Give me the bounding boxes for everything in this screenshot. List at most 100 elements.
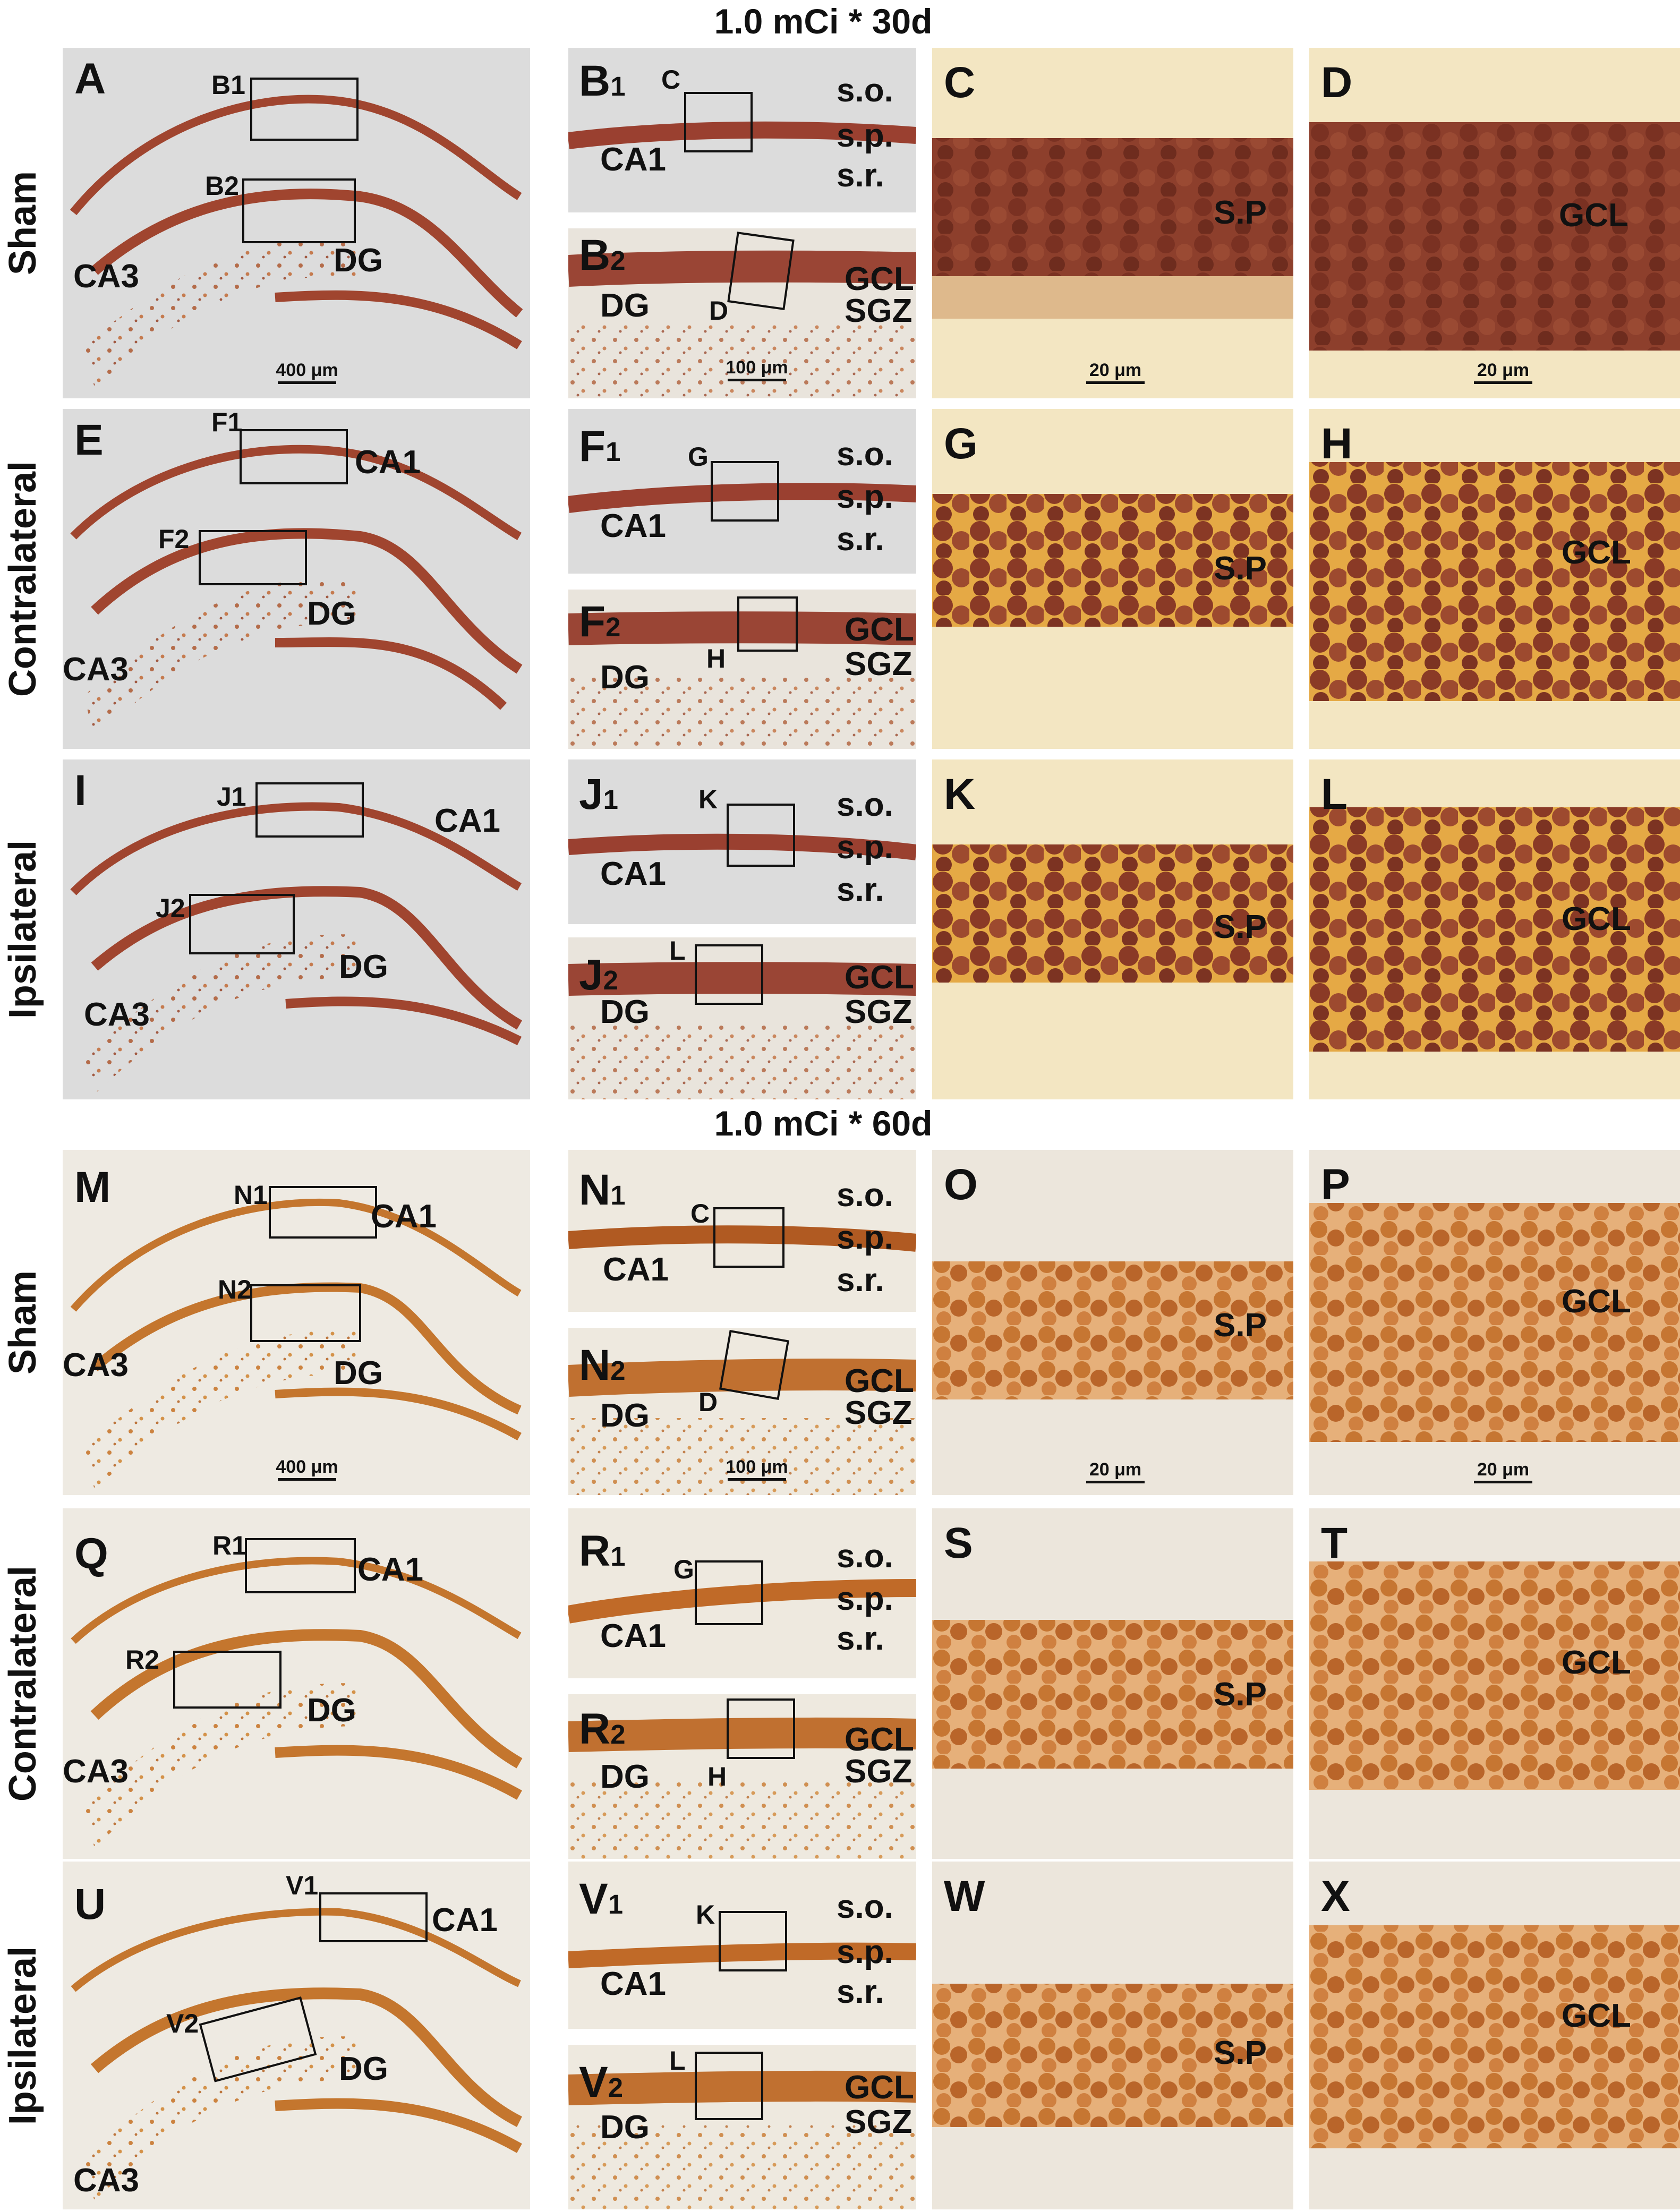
ca1-subfield-image — [568, 804, 916, 867]
panel-F1-ca1: F1 G CA1 s.o. s.p. s.r. — [568, 409, 916, 574]
panel-letter: M — [74, 1163, 111, 1211]
ca1-subfield-image — [568, 1911, 916, 1971]
box-label: C — [690, 1199, 710, 1228]
scale-bar: 20 μm — [1469, 361, 1538, 384]
panel-I-overview: I J1 CA1 J2 DG CA3 — [63, 759, 530, 1099]
box-label: K — [696, 1900, 715, 1930]
scale-bar: 20 μm — [1081, 1461, 1150, 1483]
region-label: DG — [600, 659, 650, 696]
layer-label: S.P — [1214, 194, 1267, 231]
hippocampus-overview-image — [70, 429, 523, 738]
cell-layer-image — [1309, 1925, 1680, 2148]
dg-subfield-image — [568, 1698, 916, 1859]
layer-label-gcl: GCL — [845, 1721, 914, 1758]
hippocampus-overview-image — [70, 78, 523, 388]
layer-label: S.P — [1214, 550, 1267, 587]
panel-F2-dg: F2 DG H GCL SGZ — [568, 590, 916, 749]
layer-label-sgz: SGZ — [845, 994, 913, 1030]
panel-letter: S — [944, 1519, 973, 1567]
region-label-ca3: CA3 — [73, 2162, 140, 2199]
panel-C-highmag: C S.P 20 μm — [932, 48, 1293, 398]
panel-letter: H — [1321, 420, 1353, 468]
row-label-sham-60d: Sham — [2, 1270, 45, 1375]
region-label: CA1 — [600, 856, 667, 892]
layer-label-gcl: GCL — [845, 2069, 914, 2106]
cell-layer-image — [1309, 462, 1680, 701]
panel-R1-ca1: R1 G CA1 s.o. s.p. s.r. — [568, 1508, 916, 1678]
panel-letter: O — [944, 1160, 978, 1209]
layer-label-sp: s.p. — [837, 1581, 893, 1617]
layer-label-sp: s.p. — [837, 1934, 893, 1970]
panel-letter: X — [1321, 1872, 1350, 1920]
cell-layer-image — [932, 1261, 1293, 1399]
panel-B2-dg: B2 DG D GCL SGZ 100 μm — [568, 228, 916, 398]
panel-letter: B2 — [579, 231, 626, 279]
panel-T-highmag: T GCL — [1309, 1508, 1680, 1859]
panel-D-highmag: D GCL 20 μm — [1309, 48, 1680, 398]
panel-letter: B1 — [579, 57, 626, 105]
layer-label-gcl: GCL — [845, 261, 914, 297]
cell-layer-image — [1309, 122, 1680, 351]
region-label-ca3: CA3 — [84, 996, 150, 1033]
layer-label: GCL — [1562, 1644, 1631, 1681]
box-label: L — [669, 2046, 686, 2076]
box-label-r1: R1 — [212, 1531, 246, 1560]
cell-layer-image — [1309, 1561, 1680, 1790]
region-label-ca1: CA1 — [355, 444, 421, 481]
box-label: D — [698, 1387, 718, 1417]
box-label-n1: N1 — [234, 1180, 268, 1210]
row-label-contralateral-60d: Contralateral — [2, 1565, 45, 1802]
region-label: DG — [600, 994, 650, 1030]
panel-X-highmag: X GCL — [1309, 1862, 1680, 2209]
panel-letter: F1 — [579, 422, 621, 471]
layer-label-gcl: GCL — [845, 1363, 914, 1399]
box-label-j2: J2 — [156, 893, 185, 923]
panel-E-overview: E F1 CA1 F2 DG CA3 — [63, 409, 530, 749]
panel-H-highmag: H GCL — [1309, 409, 1680, 749]
box-label-v2: V2 — [166, 2009, 199, 2038]
region-label-ca3: CA3 — [63, 1753, 129, 1790]
panel-letter: I — [74, 766, 87, 815]
panel-letter: F2 — [579, 597, 621, 646]
layer-label-sr: s.r. — [837, 1974, 884, 2010]
box-label: K — [698, 784, 718, 814]
region-label-dg: DG — [339, 2051, 388, 2087]
cell-layer-image — [1309, 1203, 1680, 1442]
cell-layer-image — [1309, 807, 1680, 1052]
panel-letter: P — [1321, 1160, 1350, 1209]
hippocampus-overview-image — [70, 1186, 522, 1490]
layer-label: S.P — [1214, 1676, 1267, 1713]
scale-bar: 400 μm — [272, 1458, 342, 1481]
layer-label-sgz: SGZ — [845, 293, 913, 329]
panel-letter: V2 — [579, 2058, 623, 2106]
panel-letter: D — [1321, 58, 1353, 107]
region-label: DG — [600, 1758, 650, 1795]
section-title-60d: 1.0 mCi * 60d — [714, 1104, 933, 1143]
panel-letter: N1 — [579, 1166, 626, 1214]
region-label-ca1: CA1 — [357, 1551, 424, 1588]
scale-bar: 20 μm — [1081, 361, 1150, 384]
layer-label-so: s.o. — [837, 787, 893, 823]
region-label-ca3: CA3 — [63, 651, 129, 688]
region-label-dg: DG — [339, 949, 388, 985]
region-label-dg: DG — [334, 242, 383, 279]
panel-letter: L — [1321, 770, 1348, 818]
panel-W-highmag: W S.P — [932, 1862, 1293, 2209]
layer-label-so: s.o. — [837, 1889, 893, 1925]
panel-U-overview: U V1 CA1 V2 DG CA3 — [63, 1862, 530, 2209]
panel-R2-dg: R2 DG H GCL SGZ — [568, 1694, 916, 1859]
layer-label-sr: s.r. — [837, 1262, 884, 1299]
box-label-n2: N2 — [218, 1275, 252, 1304]
layer-label-so: s.o. — [837, 1538, 893, 1575]
row-label-ipsilateral-60d: Ipsilateral — [2, 1946, 45, 2125]
dg-subfield-image — [568, 2052, 916, 2209]
region-label: CA1 — [600, 1966, 667, 2002]
panel-letter: G — [944, 420, 978, 468]
region-label: CA1 — [600, 1618, 667, 1654]
layer-label-sp: s.p. — [837, 829, 893, 866]
scale-bar: 400 μm — [272, 361, 342, 384]
panel-P-highmag: P GCL 20 μm — [1309, 1150, 1680, 1495]
layer-label: S.P — [1214, 2035, 1267, 2071]
panel-M-overview: M N1 CA1 N2 DG CA3 400 μm — [63, 1150, 530, 1495]
box-label: C — [661, 65, 681, 95]
